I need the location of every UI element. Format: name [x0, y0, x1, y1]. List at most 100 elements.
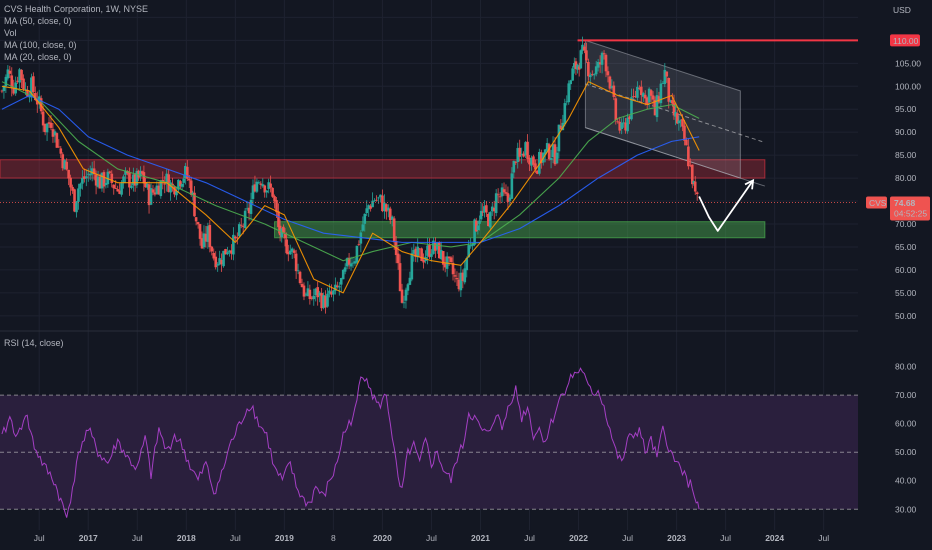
- candle-body: [18, 69, 21, 83]
- candle-body: [112, 184, 116, 189]
- candle-body: [328, 290, 331, 294]
- candle-body: [494, 193, 498, 214]
- ma20-legend[interactable]: MA (20, close, 0): [4, 52, 72, 62]
- candle-body: [677, 120, 681, 124]
- candle-body: [361, 224, 365, 231]
- candle-body: [294, 253, 298, 272]
- currency-label: USD: [893, 5, 911, 15]
- candle-body: [647, 88, 651, 103]
- candle-body: [116, 189, 119, 192]
- candle-body: [616, 121, 620, 123]
- candle-body: [510, 173, 514, 199]
- candle-body: [465, 258, 469, 271]
- last-price: 74.68: [894, 198, 916, 208]
- candle-body: [283, 233, 287, 239]
- candle-body: [630, 97, 633, 120]
- time-tick-label: Jul: [818, 533, 829, 543]
- candle-body: [51, 129, 55, 137]
- candle-body: [320, 293, 323, 309]
- candle-body: [638, 88, 641, 89]
- candle-body: [81, 178, 84, 184]
- candle-body: [208, 225, 212, 248]
- candle-body: [365, 208, 369, 214]
- candle-body: [337, 286, 341, 288]
- candle-body: [547, 144, 551, 160]
- candle-body: [24, 88, 27, 90]
- candle-body: [147, 184, 151, 206]
- candle-body: [318, 292, 321, 296]
- candle-body: [661, 83, 665, 84]
- candle-body: [202, 233, 206, 248]
- candle-body: [639, 86, 643, 96]
- candle-body: [83, 176, 86, 179]
- candle-body: [55, 133, 59, 148]
- candle-body: [8, 70, 12, 74]
- candle-body: [589, 74, 592, 78]
- time-tick-label: Jul: [720, 533, 731, 543]
- candle-body: [144, 181, 147, 188]
- candle-body: [243, 210, 247, 228]
- candle-body: [608, 76, 612, 89]
- candle-body: [278, 225, 282, 236]
- time-tick-label: Jul: [622, 533, 633, 543]
- candle-body: [179, 181, 182, 187]
- candle-body: [451, 262, 455, 275]
- candle-body: [47, 122, 51, 124]
- candle-body: [518, 147, 522, 157]
- rsi-legend[interactable]: RSI (14, close): [4, 338, 64, 348]
- candle-body: [667, 77, 671, 102]
- candle-body: [390, 216, 394, 220]
- candle-body: [316, 287, 320, 298]
- candle-body: [478, 220, 481, 224]
- candle-body: [304, 294, 308, 296]
- price-tick-label: 85.00: [895, 150, 917, 160]
- price-tick-label: 80.00: [895, 173, 917, 183]
- candle-body: [657, 96, 661, 103]
- candle-body: [574, 61, 578, 70]
- candle-body: [526, 141, 529, 159]
- candle-body: [476, 225, 480, 231]
- candle-body: [606, 71, 610, 76]
- candle-body: [459, 272, 463, 291]
- candle-body: [65, 161, 68, 170]
- candle-body: [594, 66, 598, 75]
- candle-body: [557, 124, 561, 152]
- candle-body: [12, 88, 16, 94]
- candle-body: [173, 186, 176, 195]
- candle-body: [257, 182, 261, 184]
- ma100-legend[interactable]: MA (100, close, 0): [4, 40, 77, 50]
- candle-body: [414, 248, 418, 257]
- candle-body: [277, 211, 280, 228]
- candle-body: [108, 171, 112, 173]
- candle-body: [263, 185, 267, 193]
- candle-body: [679, 120, 682, 122]
- candle-body: [561, 122, 565, 131]
- candle-body: [514, 161, 518, 163]
- ma50-legend[interactable]: MA (50, close, 0): [4, 16, 72, 26]
- price-badge-bg: [890, 196, 930, 221]
- candle-body: [428, 244, 431, 258]
- candle-body: [437, 242, 441, 259]
- candle-body: [267, 182, 270, 189]
- candle-body: [314, 288, 318, 296]
- candle-body: [628, 116, 631, 120]
- vol-legend[interactable]: Vol: [4, 28, 17, 38]
- candle-body: [191, 192, 195, 195]
- candle-body: [602, 53, 606, 55]
- candle-body: [77, 188, 80, 202]
- candle-body: [132, 174, 135, 186]
- candle-body: [140, 171, 144, 174]
- candle-body: [371, 200, 374, 208]
- symbol-title[interactable]: CVS Health Corporation, 1W, NYSE: [4, 4, 149, 14]
- candle-body: [128, 172, 131, 188]
- candle-body: [302, 285, 306, 297]
- candle-body: [385, 204, 388, 212]
- candle-body: [16, 80, 19, 82]
- candle-body: [583, 46, 586, 51]
- bar-countdown: 04:52:25: [894, 209, 927, 219]
- candle-body: [251, 185, 255, 199]
- candle-body: [182, 178, 185, 183]
- candle-body: [498, 196, 502, 198]
- candle-body: [26, 89, 29, 97]
